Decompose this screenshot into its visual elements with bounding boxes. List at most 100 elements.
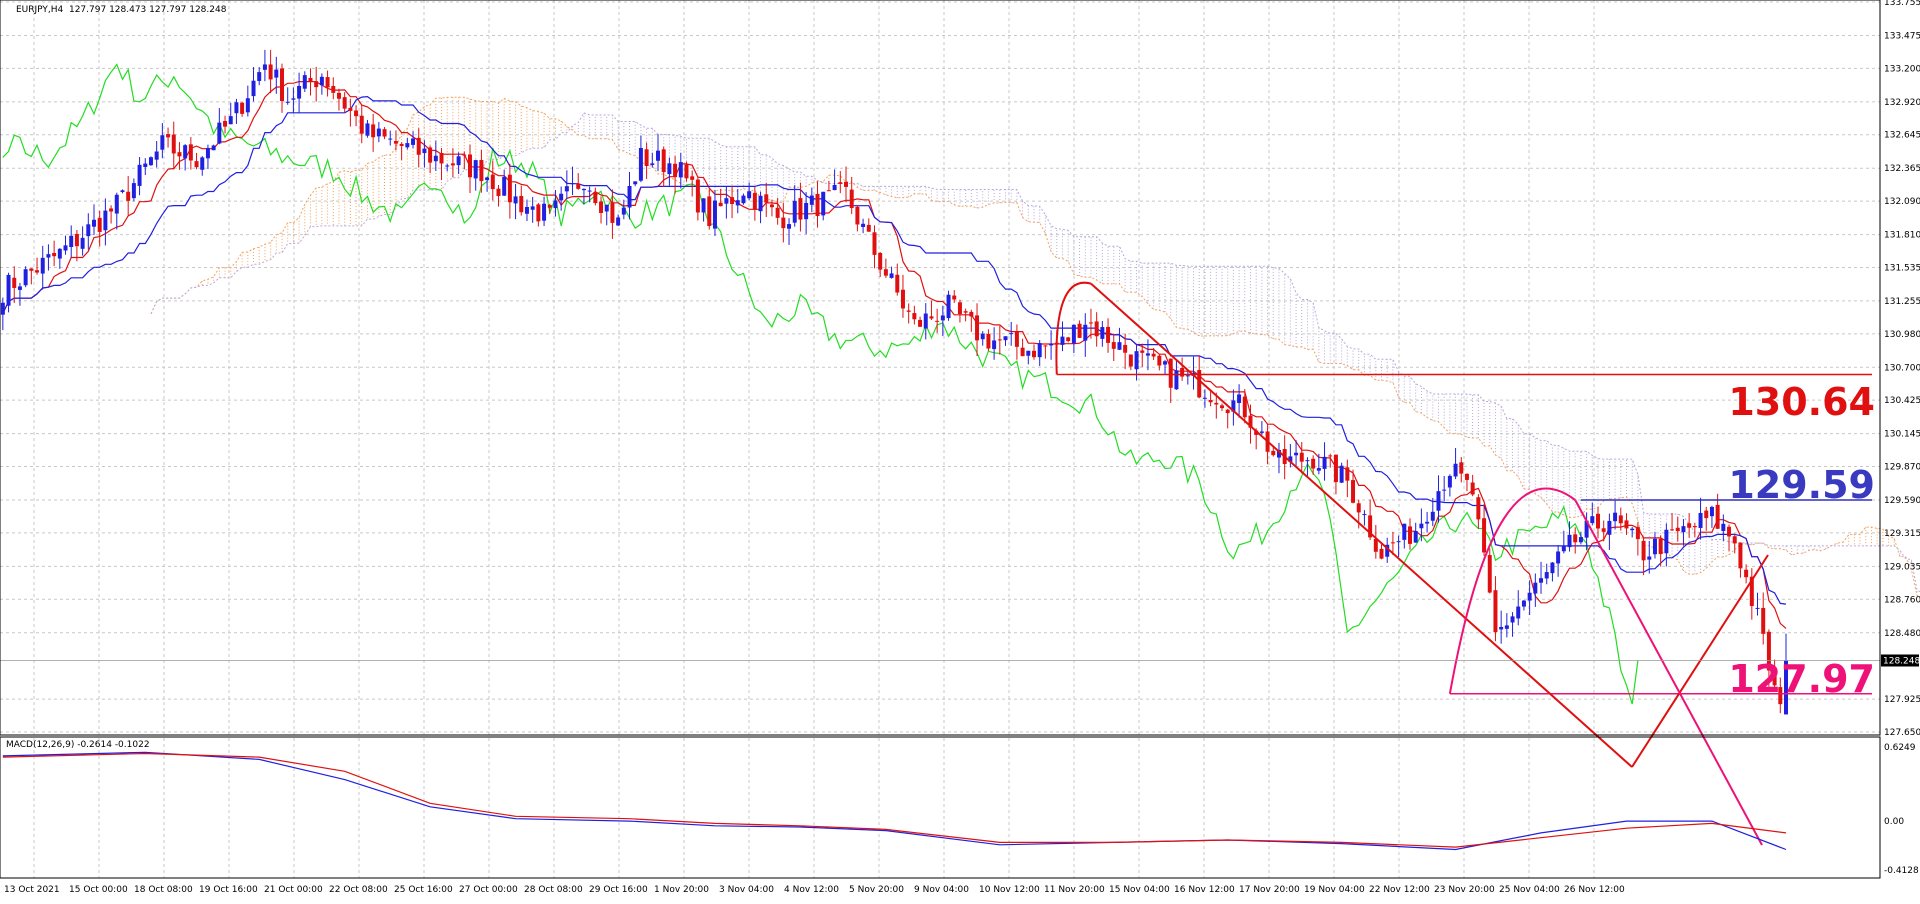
candle-body xyxy=(752,192,757,210)
candle-body xyxy=(1220,405,1224,409)
candle-body xyxy=(507,174,512,203)
candle-body xyxy=(1356,503,1361,513)
macd-y-tick-label: -0.4128 xyxy=(1884,866,1919,876)
candle-body xyxy=(519,195,524,213)
candle-body xyxy=(183,145,188,159)
candle-body xyxy=(1772,672,1777,686)
candle-body xyxy=(1225,409,1230,414)
candle-body xyxy=(502,176,507,196)
candle-body xyxy=(542,203,547,221)
senkou-span-a xyxy=(150,96,1920,599)
candle-body xyxy=(1749,576,1754,607)
candle-body xyxy=(1009,333,1014,335)
candle-body xyxy=(1345,467,1350,481)
candle-body xyxy=(1396,541,1401,543)
candle-body xyxy=(445,165,450,167)
candle-body xyxy=(319,76,324,86)
y-tick-label: 133.755 xyxy=(1884,0,1920,8)
candle-body xyxy=(126,191,131,201)
candle-body xyxy=(291,98,296,100)
x-tick-label: 13 Oct 2021 xyxy=(4,885,60,895)
candle-body xyxy=(1134,351,1139,370)
candle-body xyxy=(661,149,666,173)
candle-body xyxy=(878,252,883,270)
candle-body xyxy=(46,254,51,258)
candle-body xyxy=(906,310,911,312)
candle-body xyxy=(1413,531,1418,543)
macd-y-tick-label: 0.00 xyxy=(1884,817,1904,827)
candle-body xyxy=(781,217,786,229)
candle-body xyxy=(74,233,79,247)
candle-body xyxy=(205,147,210,159)
candle-body xyxy=(1556,551,1561,564)
candle-body xyxy=(1014,331,1019,347)
candle-body xyxy=(1464,473,1469,480)
candle-body xyxy=(1305,460,1310,462)
candle-body xyxy=(1687,523,1692,528)
y-tick-label: 130.425 xyxy=(1884,396,1920,406)
candle-body xyxy=(450,163,455,166)
candle-body xyxy=(1721,523,1726,532)
candle-body xyxy=(1521,600,1526,607)
candle-body xyxy=(1596,513,1600,529)
candle-body xyxy=(1727,526,1732,537)
candle-body xyxy=(1784,660,1788,715)
candle-body xyxy=(889,273,894,278)
candle-body xyxy=(724,198,729,204)
candle-body xyxy=(599,201,604,214)
candle-body xyxy=(1003,336,1008,341)
y-tick-label: 132.920 xyxy=(1884,98,1920,108)
candle-body xyxy=(638,147,643,181)
candle-body xyxy=(1738,542,1743,569)
candle-body xyxy=(1425,521,1430,524)
symbol-header: EURJPY,H4 127.797 128.473 127.797 128.24… xyxy=(16,5,227,15)
candle-body xyxy=(758,195,763,212)
candle-body xyxy=(86,224,91,237)
candle-body xyxy=(1618,515,1623,524)
candle-body xyxy=(1066,337,1071,342)
candle-body xyxy=(1681,526,1686,533)
macd-y-tick-label: 0.6249 xyxy=(1884,743,1916,753)
candle-body xyxy=(1402,523,1407,540)
candle-body xyxy=(844,181,848,187)
candle-body xyxy=(1584,520,1589,538)
candle-body xyxy=(411,138,416,145)
candle-body xyxy=(57,248,62,259)
candle-body xyxy=(1100,327,1105,339)
candle-body xyxy=(148,157,153,166)
candle-body xyxy=(564,186,569,192)
kijun-sen xyxy=(2,95,1787,605)
candle-body xyxy=(1094,321,1099,337)
candle-body xyxy=(1231,400,1236,412)
candle-body xyxy=(1351,480,1356,503)
candle-body xyxy=(1573,534,1578,543)
y-tick-label: 128.480 xyxy=(1884,629,1920,639)
candle-body xyxy=(792,200,797,223)
candle-body xyxy=(1208,400,1213,403)
candle-body xyxy=(1624,520,1629,529)
y-tick-label: 129.870 xyxy=(1884,463,1920,473)
candle-body xyxy=(80,237,85,249)
candle-body xyxy=(1578,537,1583,543)
candle-body xyxy=(570,183,575,185)
candle-body xyxy=(809,195,814,205)
candle-body xyxy=(980,333,985,340)
candle-body xyxy=(1368,515,1373,538)
candle-body xyxy=(1470,482,1475,495)
candle-body xyxy=(177,152,182,157)
candle-body xyxy=(701,198,706,213)
candle-body xyxy=(23,269,28,286)
candle-body xyxy=(1390,542,1395,544)
candle-body xyxy=(1630,528,1635,531)
candle-body xyxy=(234,102,239,114)
candle-body xyxy=(997,339,1002,341)
candle-body xyxy=(735,200,740,206)
y-tick-label: 131.535 xyxy=(1884,263,1920,273)
candle-body xyxy=(1259,431,1264,433)
y-tick-label: 129.035 xyxy=(1884,562,1920,572)
y-tick-label: 128.760 xyxy=(1884,595,1920,605)
candle-body xyxy=(826,190,831,192)
candle-body xyxy=(1242,396,1247,418)
